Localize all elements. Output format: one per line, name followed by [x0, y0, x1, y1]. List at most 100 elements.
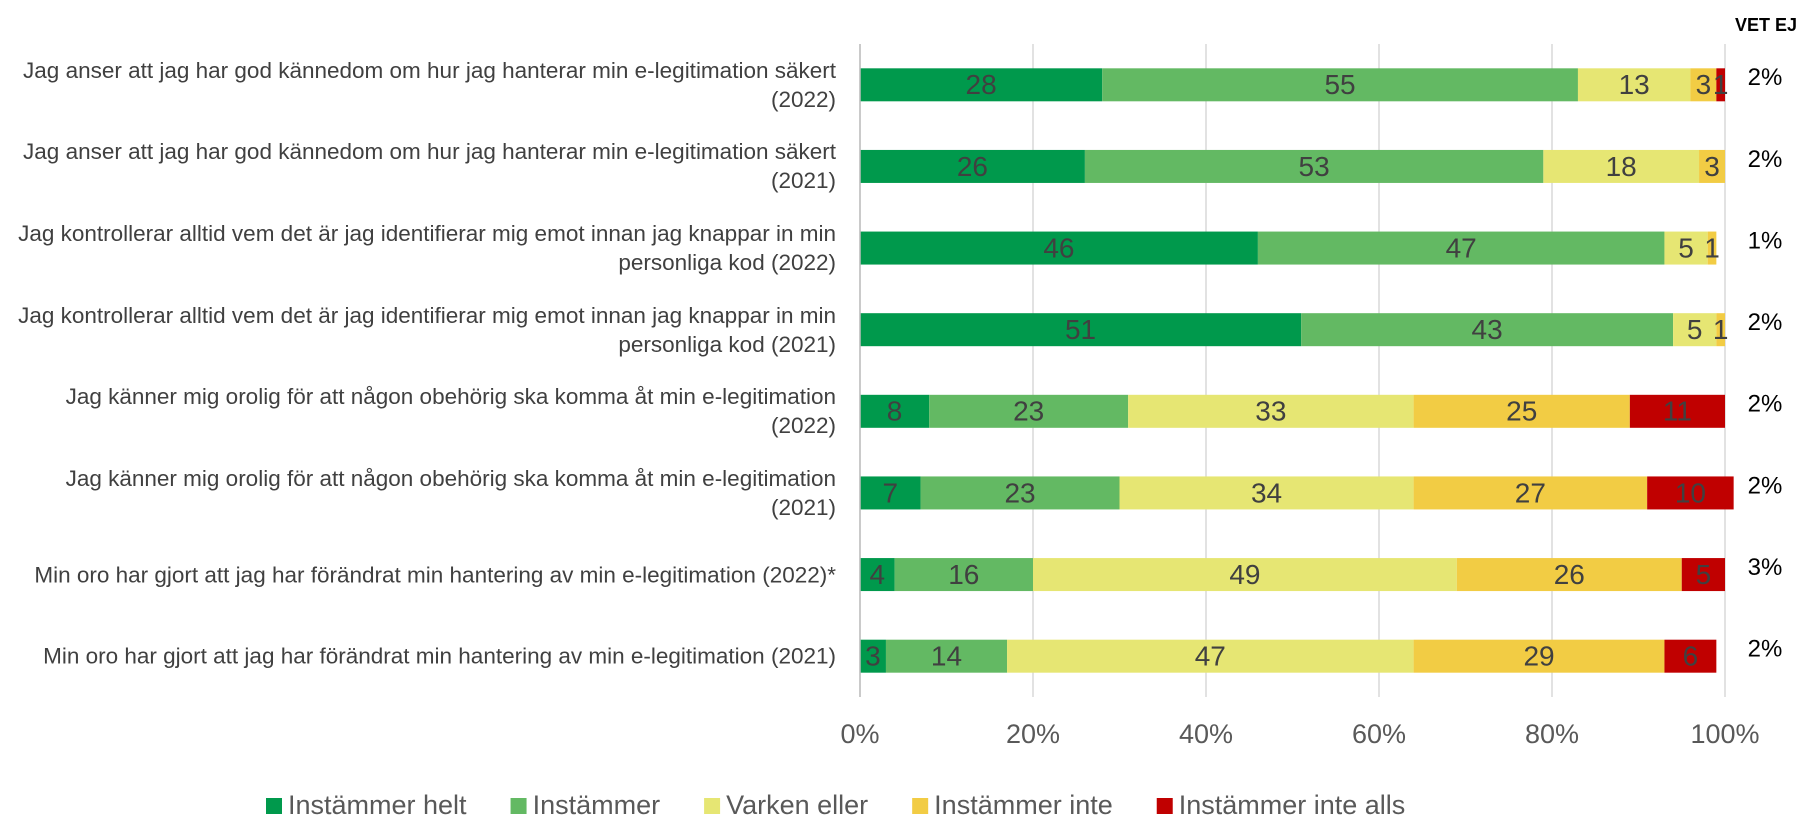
bar-value-label: 5	[1696, 559, 1712, 590]
bar-value-label: 29	[1523, 641, 1554, 672]
bar-segment	[1257, 231, 1665, 265]
vet-ej-value: 2%	[1748, 64, 1783, 91]
x-tick-label: 80%	[1525, 719, 1579, 749]
bar-value-label: 14	[931, 641, 962, 672]
legend-swatch	[510, 798, 527, 814]
bar-segment	[860, 231, 1258, 265]
legend-swatch	[704, 798, 721, 814]
category-label: Min oro har gjort att jag har förändrat …	[34, 562, 836, 588]
category-label: Jag känner mig orolig för att någon obeh…	[65, 384, 836, 439]
bar-value-label: 51	[1065, 314, 1096, 345]
bar-value-label: 43	[1472, 314, 1503, 345]
bar-value-label: 16	[948, 559, 979, 590]
vet-ej-value: 2%	[1748, 472, 1783, 499]
bar-segment	[885, 639, 1008, 673]
vet-ej-title: VET EJ	[1735, 15, 1797, 35]
bar-value-label: 1	[1704, 232, 1720, 263]
bar-value-label: 1	[1713, 314, 1729, 345]
bar-value-label: 23	[1004, 477, 1035, 508]
bar-segment	[860, 394, 930, 428]
vet-ej-value: 1%	[1748, 227, 1783, 254]
bar-segment	[1456, 558, 1682, 592]
bar-segment	[920, 476, 1120, 510]
bar-segment	[1413, 476, 1648, 510]
bar-segment	[860, 476, 921, 510]
bar-value-label: 23	[1013, 396, 1044, 427]
legend-label: Varken eller	[726, 790, 868, 820]
legend: Instämmer helt Instämmer Varken eller Instä…	[266, 790, 1405, 820]
bar-value-label: 33	[1255, 396, 1286, 427]
legend-label: Instämmer	[533, 790, 661, 820]
vet-ej-value: 3%	[1748, 554, 1783, 581]
category-label: Min oro har gjort att jag har förändrat …	[43, 643, 836, 669]
bar-value-label: 47	[1195, 641, 1226, 672]
x-tick-label: 20%	[1006, 719, 1060, 749]
bar-value-label: 6	[1683, 641, 1699, 672]
bar-value-label: 25	[1506, 396, 1537, 427]
bar-segment	[1084, 149, 1544, 183]
x-tick-label: 0%	[840, 719, 879, 749]
bar-value-label: 4	[870, 559, 886, 590]
bar-value-label: 7	[882, 477, 898, 508]
x-tick-label: 100%	[1690, 719, 1759, 749]
legend-label: Instämmer inte	[934, 790, 1113, 820]
vet-ej-value: 2%	[1748, 309, 1783, 336]
bar-segment	[860, 68, 1103, 102]
bar-value-label: 34	[1251, 477, 1282, 508]
bar-value-label: 1	[1713, 69, 1729, 100]
bar-value-label: 26	[957, 151, 988, 182]
legend-swatch	[1156, 798, 1173, 814]
x-tick-label: 60%	[1352, 719, 1406, 749]
bar-segment	[1664, 231, 1708, 265]
bar-segment	[1007, 639, 1414, 673]
bar-segment	[1033, 558, 1457, 592]
bar-segment	[929, 394, 1129, 428]
bar-value-label: 26	[1554, 559, 1585, 590]
vet-ej-value: 2%	[1748, 636, 1783, 663]
bar-segment	[860, 149, 1085, 183]
bar-value-label: 5	[1687, 314, 1703, 345]
bar-segment	[1629, 394, 1725, 428]
bar-segment	[1577, 68, 1691, 102]
legend-swatch	[912, 798, 929, 814]
x-tick-label: 40%	[1179, 719, 1233, 749]
bar-segment	[1664, 639, 1717, 673]
vet-ej-value: 2%	[1748, 146, 1783, 173]
bar-value-label: 47	[1446, 232, 1477, 263]
bar-value-label: 3	[865, 641, 881, 672]
bar-value-label: 8	[887, 396, 903, 427]
bar-segment	[1690, 68, 1717, 102]
bar-segment	[1301, 313, 1674, 347]
bar-value-label: 49	[1229, 559, 1260, 590]
bar-segment	[1716, 313, 1725, 347]
bar-segment	[860, 639, 886, 673]
bar-value-label: 28	[966, 69, 997, 100]
bar-segment	[1673, 313, 1717, 347]
legend-swatch	[266, 798, 282, 814]
bar-value-label: 13	[1619, 69, 1650, 100]
bar-segment	[1681, 558, 1725, 592]
grid	[859, 44, 1726, 697]
vet-ej-value: 2%	[1748, 391, 1783, 418]
bar-segment	[894, 558, 1033, 592]
category-label: Jag kontrollerar alltid vem det är jag i…	[18, 221, 836, 276]
category-label: Jag kontrollerar alltid vem det är jag i…	[18, 302, 836, 357]
category-label: Jag anser att jag har god kännedom om hu…	[23, 139, 836, 194]
bar-segment	[1128, 394, 1414, 428]
bar-segment	[1707, 231, 1717, 265]
bar-segment	[1102, 68, 1578, 102]
bar-value-label: 5	[1678, 232, 1694, 263]
bar-segment	[1699, 149, 1725, 183]
bar-segment	[1413, 639, 1665, 673]
legend-label: Instämmer helt	[288, 790, 467, 820]
bar-segment	[1543, 149, 1700, 183]
category-label: Jag känner mig orolig för att någon obeh…	[65, 465, 836, 520]
bar-segment	[860, 313, 1302, 347]
bar-value-label: 11	[1663, 396, 1692, 427]
bar-segment	[1716, 68, 1725, 102]
category-label: Jag anser att jag har god kännedom om hu…	[23, 57, 836, 112]
legend-label: Instämmer inte alls	[1179, 790, 1406, 820]
bar-segment	[860, 558, 895, 592]
